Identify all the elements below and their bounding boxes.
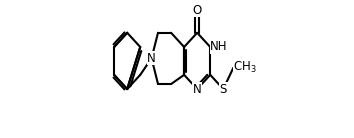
Text: CH$_3$: CH$_3$ — [233, 60, 257, 75]
Text: O: O — [193, 4, 202, 17]
Text: N: N — [193, 83, 201, 96]
Text: N: N — [147, 52, 156, 65]
Text: NH: NH — [210, 40, 228, 54]
Text: S: S — [219, 83, 227, 96]
